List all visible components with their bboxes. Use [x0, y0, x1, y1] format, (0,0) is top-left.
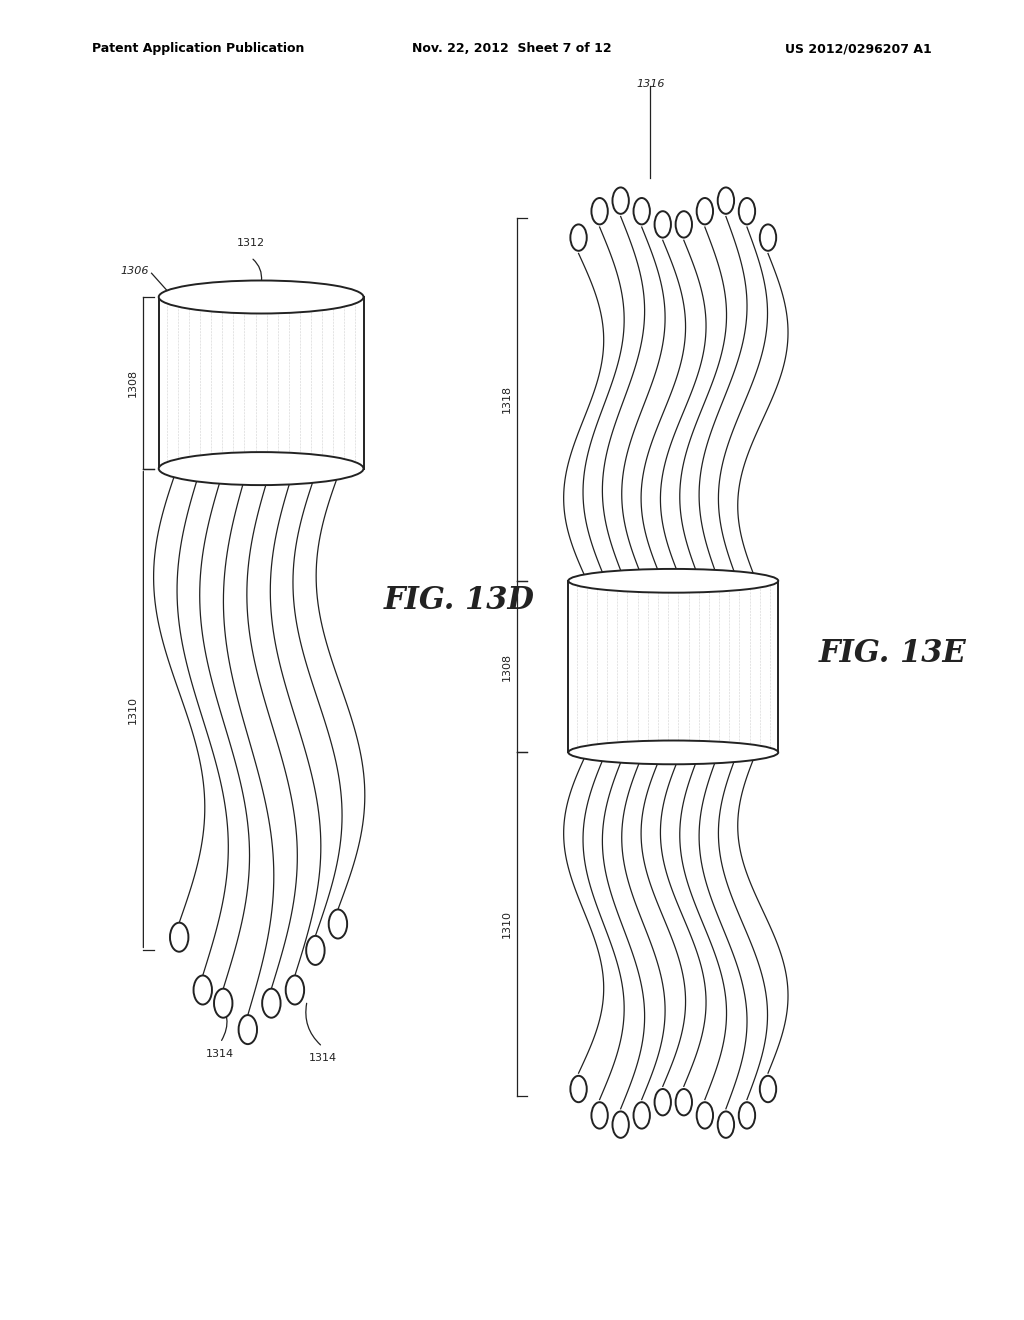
Text: 1314: 1314 — [206, 1049, 234, 1060]
Ellipse shape — [159, 451, 364, 486]
Text: 1318: 1318 — [502, 385, 512, 413]
Ellipse shape — [570, 224, 587, 251]
Ellipse shape — [592, 1102, 608, 1129]
Ellipse shape — [306, 936, 325, 965]
Ellipse shape — [696, 1102, 713, 1129]
Text: US 2012/0296207 A1: US 2012/0296207 A1 — [785, 42, 932, 55]
Ellipse shape — [194, 975, 212, 1005]
Ellipse shape — [676, 1089, 692, 1115]
Text: 1306: 1306 — [120, 265, 148, 276]
Text: Patent Application Publication: Patent Application Publication — [92, 42, 304, 55]
Text: 1312: 1312 — [237, 238, 265, 248]
Ellipse shape — [760, 1076, 776, 1102]
Ellipse shape — [568, 741, 778, 764]
Ellipse shape — [570, 1076, 587, 1102]
Ellipse shape — [676, 211, 692, 238]
Text: FIG. 13D: FIG. 13D — [384, 585, 535, 616]
Ellipse shape — [568, 569, 778, 593]
Text: FIG. 13E: FIG. 13E — [819, 638, 967, 669]
Ellipse shape — [654, 211, 671, 238]
Ellipse shape — [592, 198, 608, 224]
Ellipse shape — [718, 1111, 734, 1138]
Ellipse shape — [738, 1102, 755, 1129]
Ellipse shape — [262, 989, 281, 1018]
Text: 1316: 1316 — [636, 79, 665, 90]
Ellipse shape — [760, 224, 776, 251]
Text: Nov. 22, 2012  Sheet 7 of 12: Nov. 22, 2012 Sheet 7 of 12 — [413, 42, 611, 55]
Ellipse shape — [738, 198, 755, 224]
Text: 1310: 1310 — [502, 909, 512, 939]
Ellipse shape — [170, 923, 188, 952]
Text: 1314: 1314 — [308, 1053, 337, 1064]
Text: 1308: 1308 — [128, 368, 138, 397]
Ellipse shape — [612, 1111, 629, 1138]
Ellipse shape — [654, 1089, 671, 1115]
Ellipse shape — [634, 198, 650, 224]
Text: 1308: 1308 — [502, 652, 512, 681]
Ellipse shape — [612, 187, 629, 214]
Ellipse shape — [286, 975, 304, 1005]
Text: 1310: 1310 — [128, 696, 138, 723]
Ellipse shape — [329, 909, 347, 939]
Ellipse shape — [634, 1102, 650, 1129]
Ellipse shape — [239, 1015, 257, 1044]
Ellipse shape — [696, 198, 713, 224]
Ellipse shape — [214, 989, 232, 1018]
Ellipse shape — [718, 187, 734, 214]
Ellipse shape — [159, 281, 364, 314]
